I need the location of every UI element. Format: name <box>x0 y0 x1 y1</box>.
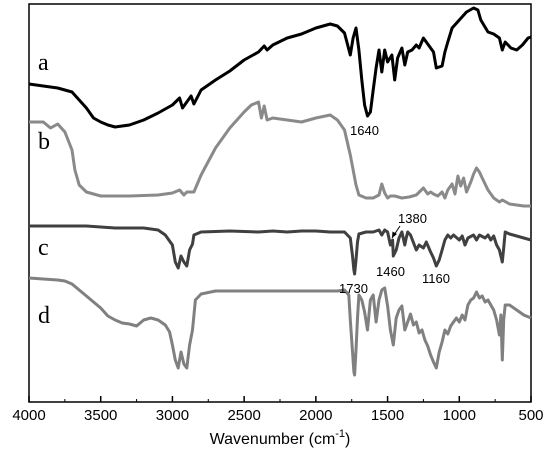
spectrum-b <box>29 100 531 208</box>
curve-label-b: b <box>38 129 50 155</box>
spectrum-c <box>29 224 532 276</box>
peak-label-1160: 1160 <box>422 271 450 286</box>
peak-arrow-1380-head <box>392 231 397 238</box>
x-tick-label-2500: 2500 <box>227 407 260 424</box>
x-axis-title: Wavenumber (cm-1) <box>210 428 351 448</box>
peak-label-1640: 1640 <box>350 123 379 138</box>
x-axis-title-text: Wavenumber (cm <box>210 431 336 448</box>
plot-frame <box>28 3 532 403</box>
curves <box>28 6 532 377</box>
x-ticks: 4000 3500 3000 2500 2000 1500 1000 500 <box>12 396 544 424</box>
peak-label-1460: 1460 <box>376 264 405 279</box>
x-tick-label-2000: 2000 <box>299 407 332 424</box>
curve-label-a: a <box>38 50 49 76</box>
curve-label-d: d <box>38 303 50 329</box>
spectrum-a <box>28 6 532 129</box>
peak-label-1730: 1730 <box>339 281 368 296</box>
x-axis-title-sup: -1 <box>335 428 345 440</box>
x-tick-label-1000: 1000 <box>443 407 476 424</box>
x-tick-label-1500: 1500 <box>371 407 404 424</box>
x-tick-label-4000: 4000 <box>12 407 45 424</box>
peak-label-1380: 1380 <box>398 211 427 226</box>
curve-label-c: c <box>38 235 49 261</box>
spectrum-d <box>28 276 532 377</box>
x-tick-label-3500: 3500 <box>84 407 117 424</box>
x-axis-title-close: ) <box>345 431 350 448</box>
x-tick-label-3000: 3000 <box>156 407 189 424</box>
x-tick-label-500: 500 <box>518 407 543 424</box>
